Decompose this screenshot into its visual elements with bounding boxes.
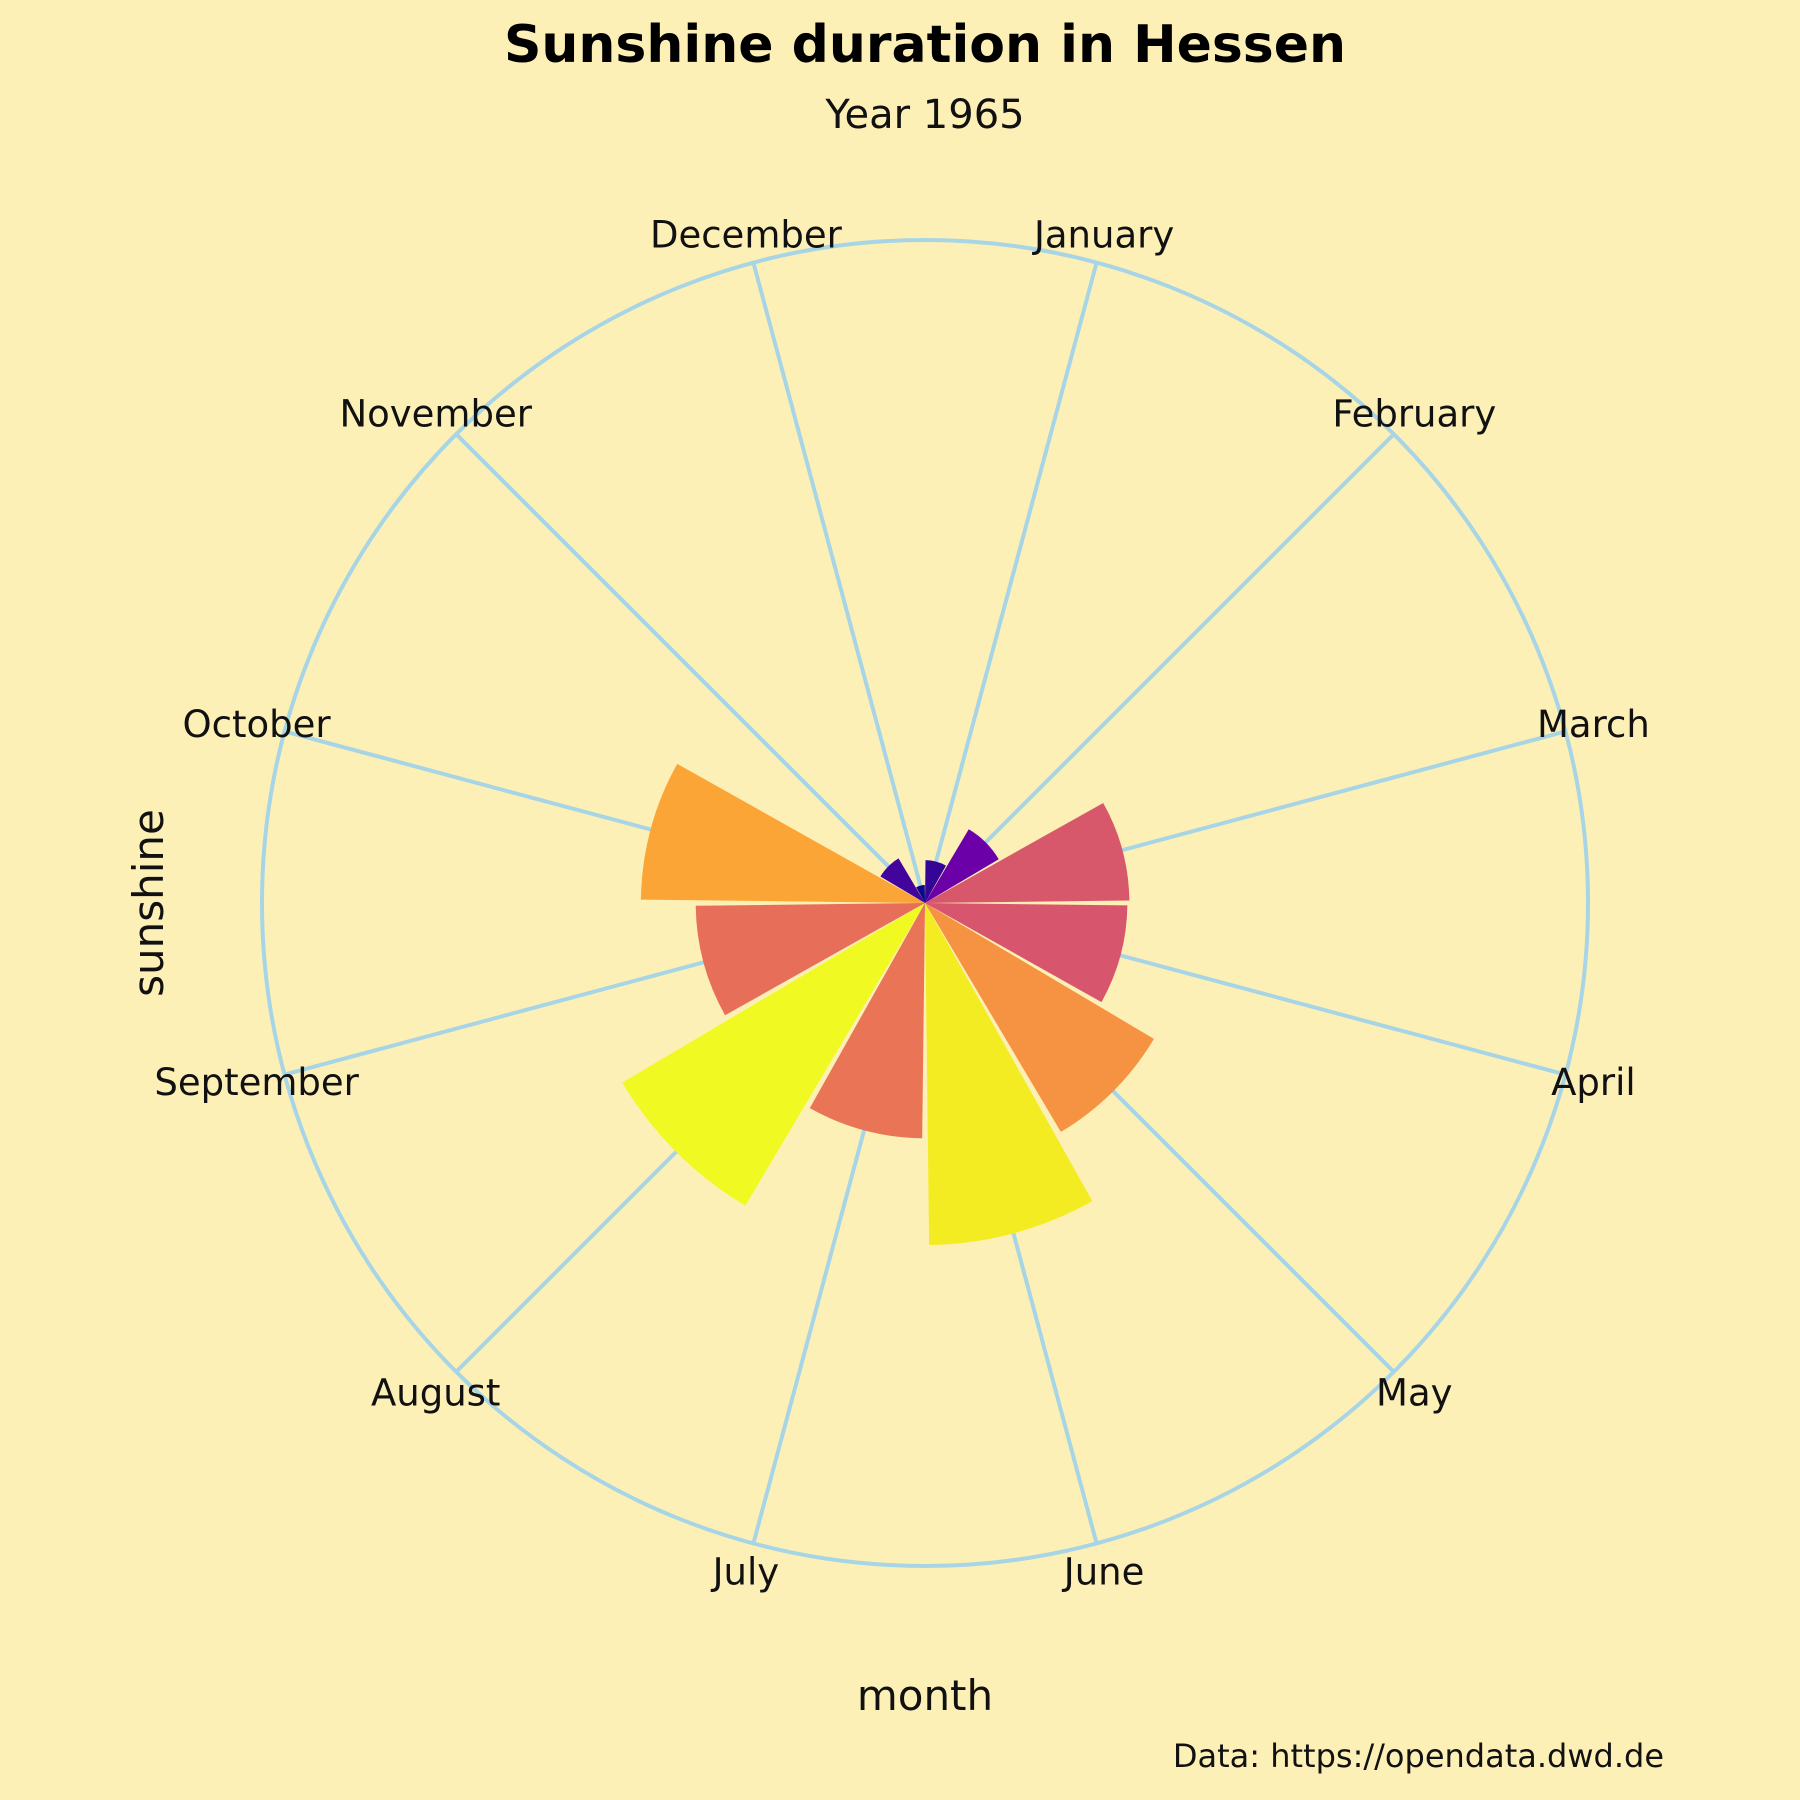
chart-subtitle: Year 1965 xyxy=(824,92,1024,138)
data-source-caption: Data: https://opendata.dwd.de xyxy=(1173,1737,1664,1775)
tick-label-may: May xyxy=(1376,1371,1453,1414)
bar-march xyxy=(925,802,1130,903)
tick-label-september: September xyxy=(154,1061,359,1104)
y-axis-label: sunshine xyxy=(124,809,173,997)
bar-june xyxy=(925,903,1093,1245)
bar-december xyxy=(916,885,925,903)
grid-spoke xyxy=(454,432,927,905)
outer-grid-circle xyxy=(260,238,1590,1568)
grid-spoke xyxy=(923,432,1396,905)
tick-label-october: October xyxy=(183,703,332,746)
tick-label-december: December xyxy=(650,214,843,257)
bar-may xyxy=(925,903,1154,1132)
bar-february xyxy=(925,829,999,903)
bar-july xyxy=(809,903,925,1139)
bars xyxy=(622,763,1154,1245)
grid-spoke xyxy=(923,262,1099,904)
bar-november xyxy=(880,858,925,903)
tick-label-july: July xyxy=(711,1550,780,1593)
bar-january xyxy=(925,860,946,903)
bar-august xyxy=(622,903,925,1206)
bar-september xyxy=(695,903,925,1016)
x-axis-label: month xyxy=(857,1671,993,1720)
month-tick-labels: January February March April May June July Augu… xyxy=(154,214,1649,1594)
tick-label-november: November xyxy=(339,393,532,436)
tick-label-january: January xyxy=(1032,214,1174,257)
tick-label-august: August xyxy=(371,1371,500,1414)
bar-april xyxy=(925,903,1128,1003)
tick-label-march: March xyxy=(1537,703,1650,746)
tick-label-february: February xyxy=(1332,393,1496,436)
grid-spoke xyxy=(751,262,927,904)
tick-label-june: June xyxy=(1062,1550,1145,1593)
tick-label-april: April xyxy=(1551,1061,1636,1104)
bar-october xyxy=(640,763,925,903)
chart-title: Sunshine duration in Hessen xyxy=(504,15,1346,75)
